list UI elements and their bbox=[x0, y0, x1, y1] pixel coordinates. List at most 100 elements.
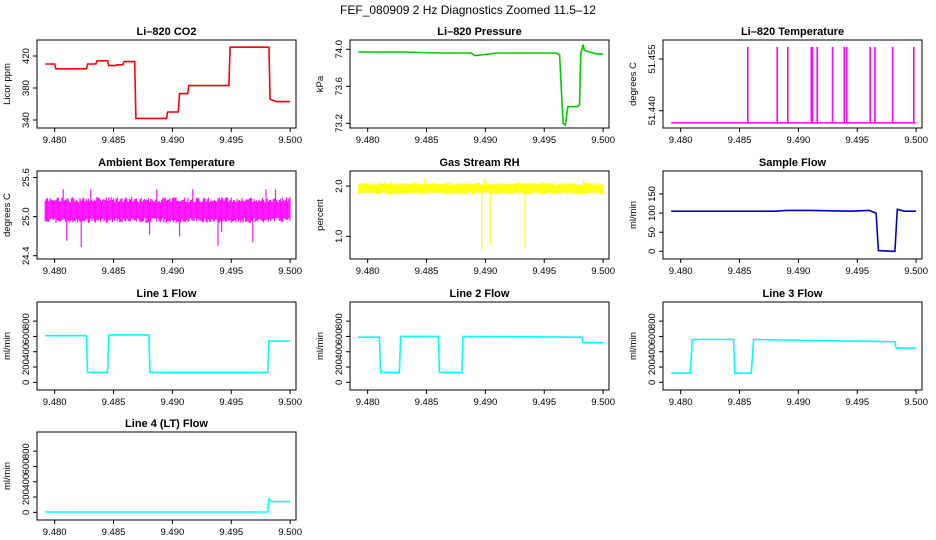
x-tick-label: 9.500 bbox=[591, 135, 615, 146]
x-tick-label: 9.500 bbox=[591, 266, 615, 277]
panels-group: Li–820 CO2 Licor ppm 9.480 9.485 9.490 9.495 9… bbox=[2, 26, 928, 538]
y-tick-label: 400 bbox=[21, 344, 32, 360]
y-tick-label: 150 bbox=[647, 186, 658, 202]
y-tick-label: 800 bbox=[647, 313, 658, 329]
x-tick-label: 9.500 bbox=[278, 527, 302, 538]
y-tick-label: 200 bbox=[647, 359, 658, 375]
x-tick-label: 9.495 bbox=[845, 135, 869, 146]
x-tick-label: 9.480 bbox=[43, 135, 67, 146]
y-tick-label: 400 bbox=[21, 474, 32, 490]
x-tick-label: 9.495 bbox=[845, 397, 869, 408]
x-tick-label: 9.485 bbox=[102, 527, 126, 538]
y-axis-label: percent bbox=[315, 199, 326, 231]
x-tick-label: 9.495 bbox=[219, 397, 243, 408]
y-tick-label: 24.4 bbox=[21, 246, 32, 264]
y-axis-label: ml/min bbox=[315, 332, 326, 360]
x-tick-label: 9.500 bbox=[278, 135, 302, 146]
x-tick-label: 9.495 bbox=[219, 135, 243, 146]
panel-title: Ambient Box Temperature bbox=[98, 157, 235, 169]
x-tick-label: 9.495 bbox=[532, 266, 556, 277]
y-tick-label: 0 bbox=[21, 510, 32, 515]
y-axis-label: ml/min bbox=[628, 201, 639, 229]
series-line bbox=[45, 46, 291, 120]
x-tick-label: 9.490 bbox=[160, 266, 184, 277]
y-tick-label: 200 bbox=[21, 489, 32, 505]
panel-p5: Gas Stream RH percent 9.480 9.485 9.490 9.495… bbox=[315, 157, 615, 277]
x-tick-label: 9.500 bbox=[904, 135, 928, 146]
x-tick-label: 9.500 bbox=[278, 266, 302, 277]
x-tick-label: 9.485 bbox=[415, 266, 439, 277]
plot-frame bbox=[662, 39, 923, 129]
x-tick-label: 9.495 bbox=[219, 266, 243, 277]
series-line bbox=[45, 334, 291, 374]
y-tick-label: 800 bbox=[334, 313, 345, 329]
x-tick-label: 9.490 bbox=[473, 266, 497, 277]
series-line bbox=[45, 497, 291, 513]
series-line bbox=[671, 208, 917, 253]
panel-p9: Line 3 Flow ml/min 9.480 9.485 9.490 9.495 9.5… bbox=[628, 288, 928, 408]
y-tick-label: 380 bbox=[21, 80, 32, 96]
x-tick-label: 9.485 bbox=[102, 266, 126, 277]
y-tick-label: 73.6 bbox=[334, 77, 345, 96]
x-tick-label: 9.480 bbox=[669, 266, 693, 277]
x-tick-label: 9.485 bbox=[728, 266, 752, 277]
y-axis-label: ml/min bbox=[2, 332, 13, 360]
y-axis-label: degrees C bbox=[2, 193, 13, 237]
plot-frame bbox=[662, 301, 923, 391]
x-tick-label: 9.500 bbox=[904, 397, 928, 408]
y-tick-label: 1.0 bbox=[334, 230, 345, 243]
y-tick-label: 400 bbox=[334, 344, 345, 360]
plot-frame bbox=[349, 170, 610, 260]
x-tick-label: 9.490 bbox=[160, 397, 184, 408]
figure-title: FEF_080909 2 Hz Diagnostics Zoomed 11.5–… bbox=[340, 3, 596, 17]
y-tick-label: 340 bbox=[21, 112, 32, 128]
y-tick-label: 400 bbox=[647, 344, 658, 360]
y-tick-label: 25.0 bbox=[21, 207, 32, 226]
panel-title: Li–820 Pressure bbox=[437, 26, 521, 38]
x-tick-label: 9.480 bbox=[356, 135, 380, 146]
x-tick-label: 9.500 bbox=[278, 397, 302, 408]
y-axis-label: degrees C bbox=[628, 62, 639, 106]
panel-title: Li–820 CO2 bbox=[137, 26, 197, 38]
x-tick-label: 9.490 bbox=[473, 397, 497, 408]
plot-frame bbox=[36, 301, 297, 391]
y-tick-label: 600 bbox=[21, 459, 32, 475]
panel-p3: Li–820 Temperature degrees C 9.480 9.485 9.4… bbox=[628, 26, 928, 146]
x-tick-label: 9.500 bbox=[591, 397, 615, 408]
y-tick-label: 0 bbox=[647, 380, 658, 385]
y-axis-label: kPa bbox=[315, 75, 326, 92]
y-tick-label: 420 bbox=[21, 48, 32, 64]
series-line bbox=[671, 338, 917, 374]
x-tick-label: 9.495 bbox=[845, 266, 869, 277]
plot-frame bbox=[36, 39, 297, 129]
plot-frame bbox=[662, 170, 923, 260]
y-tick-label: 25.6 bbox=[21, 168, 32, 187]
series-band bbox=[357, 178, 604, 251]
x-tick-label: 9.490 bbox=[786, 397, 810, 408]
panel-p7: Line 1 Flow ml/min 9.480 9.485 9.490 9.495 9.5… bbox=[2, 288, 302, 408]
panel-title: Line 3 Flow bbox=[763, 288, 823, 300]
x-tick-label: 9.480 bbox=[43, 527, 67, 538]
y-tick-label: 74.0 bbox=[334, 40, 345, 59]
plot-frame bbox=[349, 301, 610, 391]
panel-p1: Li–820 CO2 Licor ppm 9.480 9.485 9.490 9.495 9… bbox=[2, 26, 302, 146]
x-tick-label: 9.490 bbox=[160, 527, 184, 538]
panel-p6: Sample Flow ml/min 9.480 9.485 9.490 9.495 9.5… bbox=[628, 157, 928, 277]
series-line bbox=[358, 44, 604, 127]
x-tick-label: 9.485 bbox=[728, 397, 752, 408]
series-band bbox=[44, 189, 291, 248]
panel-title: Gas Stream RH bbox=[439, 157, 519, 169]
plot-frame bbox=[36, 170, 297, 260]
panel-title: Sample Flow bbox=[759, 157, 827, 169]
y-tick-label: 51.440 bbox=[647, 96, 658, 125]
y-tick-label: 2.0 bbox=[334, 179, 345, 192]
y-tick-label: 800 bbox=[21, 313, 32, 329]
x-tick-label: 9.480 bbox=[356, 397, 380, 408]
x-tick-label: 9.485 bbox=[415, 397, 439, 408]
x-tick-label: 9.485 bbox=[415, 135, 439, 146]
y-tick-label: 200 bbox=[21, 359, 32, 375]
x-tick-label: 9.485 bbox=[728, 135, 752, 146]
panel-p4: Ambient Box Temperature degrees C 9.480 9.4… bbox=[2, 157, 302, 277]
y-axis-label: ml/min bbox=[2, 462, 13, 490]
series-line bbox=[358, 335, 604, 374]
